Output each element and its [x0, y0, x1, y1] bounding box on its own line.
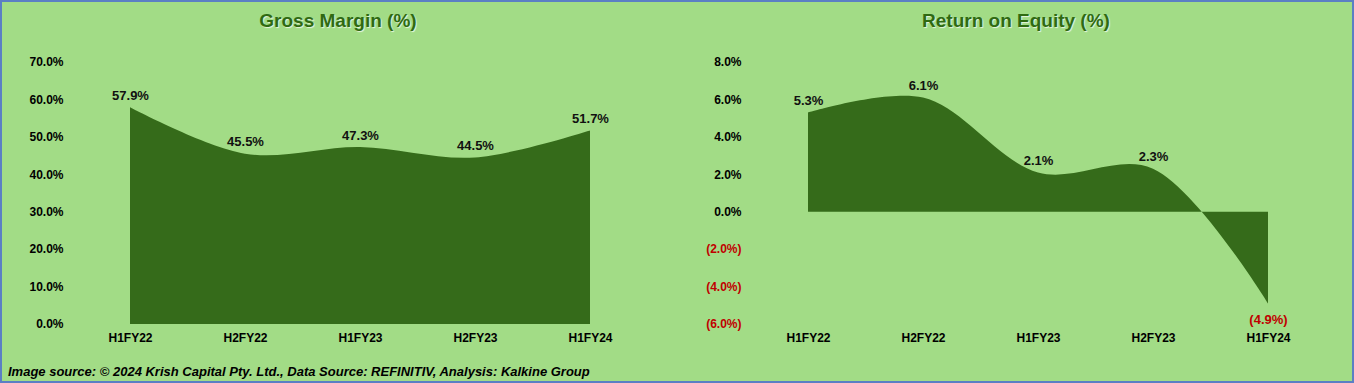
svg-text:60.0%: 60.0%	[29, 93, 63, 107]
svg-text:4.0%: 4.0%	[714, 130, 742, 144]
svg-text:2.3%: 2.3%	[1139, 149, 1169, 164]
svg-text:51.7%: 51.7%	[572, 111, 609, 126]
svg-text:H1FY24: H1FY24	[1246, 331, 1290, 345]
svg-text:30.0%: 30.0%	[29, 205, 63, 219]
svg-text:(4.9%): (4.9%)	[1249, 312, 1287, 327]
svg-text:45.5%: 45.5%	[227, 134, 264, 149]
svg-text:(4.0%): (4.0%)	[706, 280, 741, 294]
svg-text:H1FY23: H1FY23	[338, 331, 382, 345]
svg-text:H1FY22: H1FY22	[108, 331, 152, 345]
html-text:Return on Equity (%): Return on Equity (%)	[922, 10, 1110, 31]
svg-text:44.5%: 44.5%	[457, 138, 494, 153]
svg-text:6.1%: 6.1%	[909, 78, 939, 93]
svg-text:H1FY22: H1FY22	[786, 331, 830, 345]
svg-text:40.0%: 40.0%	[29, 168, 63, 182]
svg-text:H1FY23: H1FY23	[1016, 331, 1060, 345]
svg-text:2.1%: 2.1%	[1024, 153, 1054, 168]
svg-text:(2.0%): (2.0%)	[706, 242, 741, 256]
svg-text:57.9%: 57.9%	[112, 88, 149, 103]
svg-text:70.0%: 70.0%	[29, 55, 63, 69]
svg-text:(6.0%): (6.0%)	[706, 317, 741, 331]
svg-text:H2FY23: H2FY23	[1131, 331, 1175, 345]
svg-text:20.0%: 20.0%	[29, 242, 63, 256]
svg-text:H2FY22: H2FY22	[901, 331, 945, 345]
svg-text:H2FY23: H2FY23	[453, 331, 497, 345]
svg-text:5.3%: 5.3%	[794, 93, 824, 108]
svg-text:2.0%: 2.0%	[714, 168, 742, 182]
svg-text:0.0%: 0.0%	[36, 317, 64, 331]
svg-text:6.0%: 6.0%	[714, 93, 742, 107]
svg-text:0.0%: 0.0%	[714, 205, 742, 219]
svg-text:47.3%: 47.3%	[342, 128, 379, 143]
svg-text:10.0%: 10.0%	[29, 280, 63, 294]
html-text:Image source: © 2024 Krish Cap: Image source: © 2024 Krish Capital Pty. …	[8, 364, 590, 379]
svg-text:50.0%: 50.0%	[29, 130, 63, 144]
svg-text:H2FY22: H2FY22	[223, 331, 267, 345]
html-text:Gross Margin (%): Gross Margin (%)	[259, 10, 417, 31]
svg-text:8.0%: 8.0%	[714, 55, 742, 69]
svg-text:H1FY24: H1FY24	[568, 331, 612, 345]
